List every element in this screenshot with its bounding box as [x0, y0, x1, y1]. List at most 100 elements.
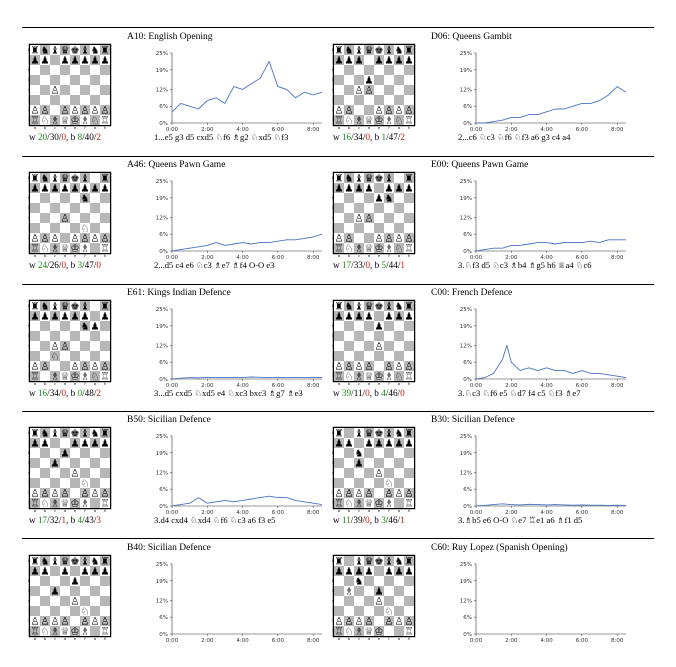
board-square	[40, 115, 50, 125]
file-label: g	[398, 126, 400, 129]
board-square	[334, 45, 344, 55]
board-square	[394, 606, 404, 616]
black-pawn-icon: ♟	[405, 439, 414, 450]
board-square	[70, 321, 80, 331]
board-square	[80, 55, 90, 65]
board-square	[374, 193, 384, 203]
board-square	[40, 556, 50, 566]
black-pawn-icon: ♟	[61, 184, 70, 195]
y-tick-label: 6%	[463, 615, 472, 621]
white-pawn-icon: ♙	[101, 106, 110, 117]
board-square	[30, 341, 40, 351]
board-square	[50, 468, 60, 478]
opening-panel: E61: Kings Indian Defence ♜ ♞ ♝ ♛ ♚ ♝ ♜ ♟ ♟ ♟ ♟ ♟ ♟ ♟ ♞…	[22, 288, 332, 412]
board-square	[70, 311, 80, 321]
board-square	[70, 371, 80, 381]
black-rook-icon: ♜	[101, 174, 110, 185]
white-queen-icon: ♕	[61, 372, 70, 383]
board-square	[40, 321, 50, 331]
stat-b-wins: 8	[77, 132, 83, 142]
stat-w-draws: 34	[49, 388, 59, 398]
board-square	[334, 321, 344, 331]
black-rook-icon: ♜	[405, 174, 414, 185]
board-square	[30, 95, 40, 105]
rank-label: 2	[332, 619, 334, 623]
board-square	[354, 341, 364, 351]
rank-label: 7	[332, 186, 334, 190]
stat-b-losses: 3	[96, 515, 102, 525]
board-square	[60, 351, 70, 361]
file-label: e	[74, 382, 76, 385]
board-square	[40, 351, 50, 361]
stat-b-wins: 4	[381, 388, 386, 398]
file-label: a	[34, 126, 36, 129]
board-square	[30, 105, 40, 115]
board-square	[394, 105, 404, 115]
board-square	[100, 75, 110, 85]
board-square	[364, 105, 374, 115]
white-pawn-icon: ♙	[355, 86, 364, 97]
board-square	[50, 321, 60, 331]
rank-label: 5	[332, 78, 334, 82]
board-square	[354, 428, 364, 438]
x-tick-label: 6:00	[576, 638, 589, 644]
black-pawn-icon: ♟	[375, 439, 384, 450]
board-square	[60, 203, 70, 213]
rank-label: 8	[28, 559, 30, 563]
board-square	[30, 566, 40, 576]
rank-label: 5	[332, 589, 334, 593]
board-square	[50, 351, 60, 361]
board-square	[40, 55, 50, 65]
board-square	[344, 321, 354, 331]
white-rook-icon: ♖	[31, 116, 40, 127]
rank-label: 6	[332, 196, 334, 200]
white-knight-icon: ♘	[41, 116, 50, 127]
board-square	[80, 173, 90, 183]
board-square	[374, 586, 384, 596]
file-label: e	[378, 637, 380, 640]
board-square	[60, 438, 70, 448]
board-square	[384, 438, 394, 448]
white-pawn-icon: ♙	[51, 86, 60, 97]
board-square	[374, 556, 384, 566]
board-square	[384, 311, 394, 321]
board-square	[80, 95, 90, 105]
white-king-icon: ♔	[71, 116, 80, 127]
file-label: g	[94, 126, 96, 129]
black-pawn-icon: ♟	[335, 56, 344, 67]
rank-label: 3	[332, 609, 334, 613]
board-square	[374, 173, 384, 183]
board-square	[80, 105, 90, 115]
black-pawn-icon: ♟	[385, 56, 394, 67]
stat-w-draws: 11	[353, 388, 363, 398]
board-square	[354, 243, 364, 253]
white-pawn-icon: ♙	[91, 617, 100, 628]
board-square	[90, 45, 100, 55]
y-tick-label: 0%	[463, 504, 472, 510]
x-tick-label: 8:00	[307, 127, 320, 133]
black-rook-icon: ♜	[335, 302, 344, 313]
y-tick-label: 6%	[159, 360, 168, 366]
x-tick-label: 0:00	[166, 127, 179, 133]
y-tick-label: 12%	[156, 598, 168, 604]
stat-b-wins: 3	[77, 260, 83, 270]
black-rook-icon: ♜	[101, 429, 110, 440]
white-rook-icon: ♖	[101, 627, 110, 638]
board-square	[70, 75, 80, 85]
board-square	[404, 448, 414, 458]
y-tick-label: 12%	[460, 470, 472, 476]
board-square	[394, 438, 404, 448]
board-square	[70, 115, 80, 125]
board-square	[50, 606, 60, 616]
rank-label: 3	[332, 481, 334, 485]
result-stats: w 20/30/0, b 8/40/2	[29, 132, 102, 142]
x-tick-label: 8:00	[307, 255, 320, 261]
file-label: h	[408, 254, 410, 257]
white-bishop-icon: ♗	[81, 372, 90, 383]
black-rook-icon: ♜	[31, 429, 40, 440]
board-square	[404, 361, 414, 371]
black-pawn-icon: ♟	[81, 312, 90, 323]
board-square	[334, 95, 344, 105]
white-pawn-icon: ♙	[365, 362, 374, 373]
board-square	[100, 85, 110, 95]
